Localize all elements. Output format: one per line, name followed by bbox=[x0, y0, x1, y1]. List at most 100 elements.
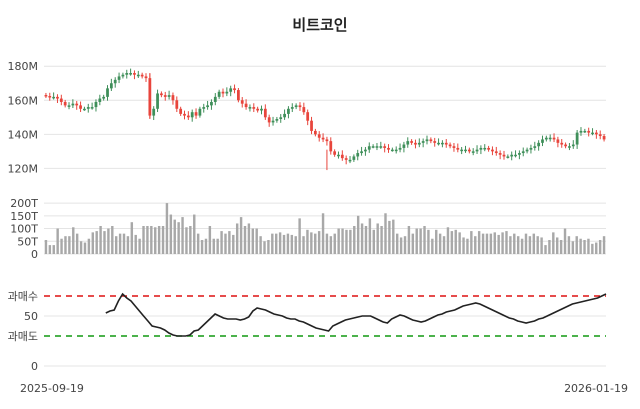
candle-body bbox=[48, 96, 52, 98]
candle-body bbox=[460, 149, 464, 152]
price-tick-label: 140M bbox=[8, 128, 39, 141]
candle-body bbox=[63, 101, 67, 106]
volume-bar bbox=[208, 226, 212, 254]
candle-body bbox=[394, 149, 398, 152]
volume-bar bbox=[68, 236, 71, 254]
volume-bar bbox=[477, 231, 481, 254]
candle-body bbox=[379, 146, 383, 148]
volume-bar bbox=[368, 218, 372, 254]
rsi-line bbox=[105, 292, 607, 337]
candle-body bbox=[75, 103, 79, 106]
candle-body bbox=[171, 95, 175, 101]
volume-bar bbox=[583, 240, 586, 254]
volume-bar bbox=[306, 229, 309, 254]
volume-bar bbox=[567, 236, 571, 254]
candle-body bbox=[475, 149, 479, 152]
candle-body bbox=[294, 105, 298, 108]
volume-bar bbox=[509, 236, 512, 254]
volume-bar bbox=[282, 234, 286, 254]
volume-bar bbox=[196, 233, 200, 254]
candle-body bbox=[237, 90, 240, 101]
volume-bar bbox=[290, 234, 294, 254]
candle-body bbox=[271, 120, 275, 123]
volume-bar bbox=[501, 232, 504, 254]
volume-bar bbox=[532, 233, 536, 254]
volume-bar bbox=[161, 226, 165, 254]
volume-bar bbox=[544, 245, 547, 254]
candle-body bbox=[94, 101, 98, 108]
volume-bar bbox=[419, 228, 422, 254]
volume-bar bbox=[602, 236, 606, 254]
candle-body bbox=[414, 142, 417, 145]
volume-bar bbox=[91, 232, 94, 254]
candle-body bbox=[506, 156, 510, 158]
candle-body bbox=[448, 144, 452, 147]
candle-body bbox=[444, 142, 448, 145]
rsi-tick-label: 과매수 bbox=[8, 290, 38, 303]
candle-body bbox=[433, 141, 437, 143]
candle-body bbox=[321, 137, 325, 140]
candle-body bbox=[79, 105, 82, 109]
candle-body bbox=[387, 147, 390, 150]
candle-body bbox=[441, 142, 444, 145]
volume-bar bbox=[356, 215, 360, 254]
volume-bar bbox=[407, 226, 411, 254]
candle-body bbox=[352, 156, 356, 160]
rsi-tick-label: 과매도 bbox=[8, 330, 38, 343]
volume-bar bbox=[380, 226, 383, 254]
candle-body bbox=[437, 142, 440, 145]
volume-bar bbox=[579, 238, 582, 254]
candle-body bbox=[310, 120, 313, 131]
candle-body bbox=[594, 132, 598, 135]
volume-bar bbox=[259, 236, 262, 254]
candle-body bbox=[514, 154, 517, 157]
candle-body bbox=[518, 153, 521, 155]
volume-bar bbox=[177, 222, 180, 254]
volume-bar bbox=[466, 238, 469, 254]
candle-body bbox=[541, 139, 544, 143]
candle-body bbox=[175, 100, 179, 109]
candle-body bbox=[44, 94, 48, 97]
candle-body bbox=[156, 93, 159, 109]
candle-body bbox=[71, 103, 75, 106]
volume-bar bbox=[540, 237, 543, 254]
candle-body bbox=[564, 144, 567, 147]
candle-body bbox=[456, 147, 460, 150]
candle-body bbox=[364, 149, 367, 152]
volume-bar bbox=[122, 233, 126, 254]
candle-body bbox=[52, 96, 56, 99]
candle-body bbox=[263, 108, 267, 118]
candle-body bbox=[429, 139, 433, 142]
candle-body bbox=[233, 88, 236, 91]
volume-tick-label: 200T bbox=[10, 197, 38, 210]
candle-body bbox=[491, 149, 494, 152]
volume-bar bbox=[275, 233, 278, 254]
volume-bar bbox=[189, 226, 192, 254]
candle-body bbox=[67, 105, 71, 107]
candle-body bbox=[190, 112, 194, 118]
volume-bar bbox=[372, 229, 375, 254]
volume-bar bbox=[364, 226, 368, 254]
volume-bar bbox=[255, 228, 258, 254]
volume-bar bbox=[286, 233, 290, 254]
volume-bar bbox=[181, 217, 184, 254]
candle-body bbox=[598, 134, 602, 137]
volume-bar bbox=[185, 227, 188, 254]
candle-body bbox=[306, 112, 310, 121]
candle-body bbox=[163, 95, 167, 97]
volume-bar bbox=[399, 237, 403, 254]
candle-body bbox=[287, 108, 290, 114]
candle-body bbox=[587, 130, 591, 133]
candle-body bbox=[367, 146, 371, 150]
volume-bar bbox=[134, 234, 137, 254]
candle-body bbox=[160, 93, 163, 96]
volume-bar bbox=[60, 238, 63, 254]
volume-bar bbox=[520, 238, 524, 254]
candle-body bbox=[144, 76, 148, 79]
volume-bar bbox=[446, 227, 450, 254]
candle-body bbox=[206, 105, 209, 108]
candle-body bbox=[337, 154, 340, 157]
volume-bar bbox=[142, 226, 145, 254]
candle-body bbox=[240, 100, 244, 104]
volume-bar bbox=[154, 227, 157, 254]
